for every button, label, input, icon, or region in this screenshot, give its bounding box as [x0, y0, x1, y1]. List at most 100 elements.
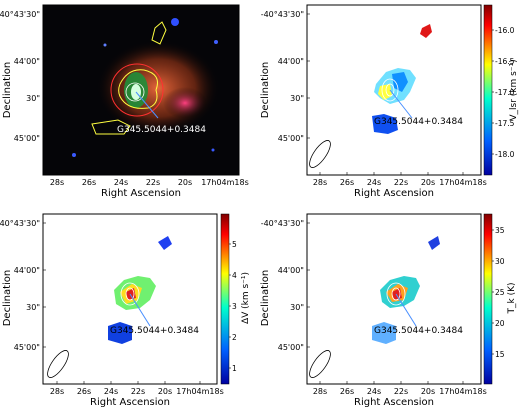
p2-beam-ellipse: [309, 140, 331, 168]
p3-colorbar: [220, 213, 230, 385]
p1-red-circle: [110, 63, 164, 117]
x-tick-label: 24s: [367, 178, 381, 187]
y-tick-label: 30": [26, 303, 40, 312]
p2-white-contour: [385, 83, 395, 97]
y-tick-label: 44'00": [14, 266, 40, 275]
p4-ylabel: Declination: [260, 270, 271, 327]
p1-annotation: G345.5044+0.3484: [117, 125, 206, 135]
p2-ylabel: Declination: [260, 62, 271, 119]
y-tick-label: 44'00": [14, 57, 40, 66]
x-tick-label: 24s: [104, 387, 118, 396]
p1-blue-star: [171, 18, 179, 26]
x-tick-label: 26s: [340, 178, 354, 187]
y-tick-label: 44'00": [278, 266, 304, 275]
x-tick-label: 28s: [313, 178, 327, 187]
y-tick-label: 45'00": [14, 343, 40, 352]
p2-pointer-line: [389, 89, 413, 119]
p1-yellow-contour: [91, 119, 131, 135]
p2-xlabel: Right Ascension: [354, 188, 434, 199]
x-tick-label: 28s: [50, 387, 64, 396]
p1-blue-star: [103, 43, 107, 47]
x-tick-label: 20s: [421, 178, 435, 187]
p2-annotation: G345.5044+0.3484: [374, 117, 463, 127]
colorbar-tick-label: 15: [495, 350, 505, 359]
x-tick-label: 28s: [50, 178, 64, 187]
p1-white-contour: [125, 82, 145, 102]
p3-beam-ellipse: [47, 350, 69, 378]
colorbar-tick-label: -16.0: [495, 26, 515, 35]
p4-annotation: G345.5044+0.3484: [374, 326, 463, 336]
p2-colorbar: [483, 4, 493, 176]
colorbar-tick-label: 4: [232, 271, 237, 280]
p3-pointer-line: [129, 293, 151, 327]
p1-pink-source: [163, 87, 207, 119]
p4-white-contour: [386, 282, 406, 306]
x-tick-label: 26s: [77, 387, 91, 396]
p1-ylabel: Declination: [2, 62, 13, 119]
x-tick-label: 22s: [146, 178, 160, 187]
x-tick-label: 20s: [158, 387, 172, 396]
p2-emission-patch: [372, 114, 398, 134]
y-tick-label: -40°43'30": [0, 10, 40, 19]
p1-blue-star: [214, 40, 218, 44]
p2-white-contour: [381, 78, 399, 102]
p3-emission-patch: [158, 236, 172, 250]
panel-top-right: G345.5044+0.3484 28s 26s 24s 22s 20s 17h04m18…: [260, 4, 519, 199]
p4-colorbar-label: T_k (K): [507, 283, 517, 315]
p3-emission-patch: [108, 322, 132, 344]
y-tick-label: 30": [290, 94, 304, 103]
p1-yellow-contour: [118, 69, 158, 109]
p3-ylabel: Declination: [2, 270, 13, 327]
colorbar-tick-label: 3: [232, 302, 237, 311]
colorbar-tick-label: -18.0: [495, 150, 515, 159]
y-tick-label: 30": [26, 94, 40, 103]
p2-emission-patch: [420, 24, 432, 38]
panel-top-left: G345.5044+0.3484 28s 26s 24s 22s 20s 17h04m18…: [0, 4, 249, 199]
x-tick-label: 17h04m18s: [201, 178, 249, 187]
x-tick-label: 17h04m18s: [176, 387, 224, 396]
x-tick-label: 20s: [421, 387, 435, 396]
p1-xlabel: Right Ascension: [101, 188, 181, 199]
colorbar-tick-label: 25: [495, 288, 505, 297]
p4-beam-ellipse: [309, 350, 331, 378]
p1-diffuse-emission: [96, 40, 220, 136]
panel-bottom-left: G345.5044+0.3484 28s 26s 24s 22s 20s 17h04m18…: [0, 213, 251, 408]
x-tick-label: 26s: [82, 178, 96, 187]
y-tick-label: -40°43'30": [261, 219, 304, 228]
x-tick-label: 28s: [313, 387, 327, 396]
p1-pointer-line: [135, 91, 159, 119]
p4-xlabel: Right Ascension: [354, 397, 434, 408]
x-tick-label: 17h04m18s: [439, 387, 487, 396]
x-tick-label: 22s: [131, 387, 145, 396]
y-tick-label: -40°43'30": [261, 10, 304, 19]
p1-yellow-contour: [151, 21, 167, 45]
x-tick-label: 22s: [394, 178, 408, 187]
p2-colorbar-label: V_lsr (km s⁻¹): [509, 59, 519, 120]
y-tick-label: 45'00": [14, 134, 40, 143]
colorbar-tick-label: -17.0: [495, 88, 515, 97]
y-tick-label: 45'00": [278, 343, 304, 352]
p3-white-contour: [125, 287, 135, 301]
p2-emission-patch: [392, 72, 408, 92]
panel-bottom-right: G345.5044+0.3484 28s 26s 24s 22s 20s 17h04m18…: [260, 213, 517, 408]
p4-white-contour: [391, 287, 401, 301]
y-tick-label: 44'00": [278, 57, 304, 66]
p4-pointer-line: [395, 293, 417, 327]
p3-annotation: G345.5044+0.3484: [110, 326, 199, 336]
x-tick-label: 24s: [114, 178, 128, 187]
colorbar-tick-label: 5: [232, 240, 237, 249]
colorbar-tick-label: 35: [495, 226, 505, 235]
colorbar-tick-label: 20: [495, 319, 505, 328]
colorbar-tick-label: 1: [232, 364, 237, 373]
x-tick-label: 17h04m18s: [439, 178, 487, 187]
p3-xlabel: Right Ascension: [90, 397, 170, 408]
y-tick-label: 45'00": [278, 134, 304, 143]
p4-colorbar: [483, 213, 493, 385]
colorbar-tick-label: 2: [232, 333, 237, 342]
colorbar-tick-label: -16.5: [495, 57, 515, 66]
p3-white-contour: [120, 282, 140, 306]
x-tick-label: 20s: [178, 178, 192, 187]
p1-blue-star: [211, 148, 215, 152]
p1-blue-star: [72, 153, 76, 157]
